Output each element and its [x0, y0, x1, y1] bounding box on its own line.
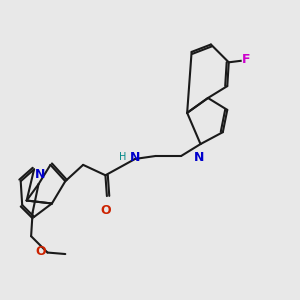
Text: N: N: [35, 168, 45, 181]
Text: N: N: [130, 151, 140, 164]
Text: O: O: [35, 244, 46, 258]
Text: H: H: [119, 152, 126, 162]
Text: F: F: [242, 53, 250, 66]
Text: N: N: [194, 152, 204, 164]
Text: O: O: [100, 203, 111, 217]
